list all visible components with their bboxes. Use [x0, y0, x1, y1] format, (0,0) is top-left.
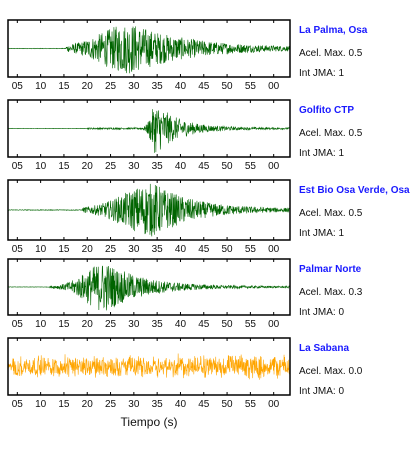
x-tick-label: 10 — [35, 161, 47, 172]
x-tick-label: 45 — [198, 399, 210, 410]
x-tick-label: 25 — [105, 161, 117, 172]
x-tick-label: 25 — [105, 81, 117, 92]
x-tick-label: 30 — [128, 81, 140, 92]
x-tick-label: 00 — [268, 319, 280, 330]
plot-frame — [7, 337, 291, 396]
x-tick-label: 40 — [175, 161, 187, 172]
x-tick-label: 20 — [82, 399, 94, 410]
x-tick-label: 45 — [198, 161, 210, 172]
x-tick-label: 10 — [35, 399, 47, 410]
x-tick-label: 55 — [245, 319, 257, 330]
waveform-trace — [7, 353, 291, 380]
x-tick-label: 55 — [245, 244, 257, 255]
station-panel: 05 10 15 20 25 30 35 40 45 50 55 00 La Palma, Osa Ace… — [7, 19, 368, 92]
x-tick-label: 30 — [128, 319, 140, 330]
x-tick-label: 35 — [152, 81, 164, 92]
max-acceleration: Acel. Max. 0.3 — [299, 287, 363, 298]
x-tick-label: 05 — [12, 399, 24, 410]
max-acceleration: Acel. Max. 0.5 — [299, 208, 363, 219]
max-acceleration: Acel. Max. 0.5 — [299, 48, 363, 59]
station-name: La Palma, Osa — [299, 25, 368, 36]
x-tick-label: 00 — [268, 244, 280, 255]
x-tick-label: 40 — [175, 399, 187, 410]
x-tick-label: 10 — [35, 81, 47, 92]
x-tick-label: 50 — [222, 81, 234, 92]
jma-intensity: Int JMA: 0 — [299, 307, 344, 318]
station-panel: 05 10 15 20 25 30 35 40 45 50 55 00 Est Bio Osa Verd… — [7, 179, 410, 255]
x-tick-label: 35 — [152, 399, 164, 410]
station-panel: 05 10 15 20 25 30 35 40 45 50 55 00 Palmar Norte Acel… — [7, 258, 363, 330]
waveform-trace — [7, 265, 291, 311]
x-tick-label: 05 — [12, 244, 24, 255]
max-acceleration: Acel. Max. 0.5 — [299, 128, 363, 139]
station-panel: 05 10 15 20 25 30 35 40 45 50 55 00 Golfito CTP Acel.… — [7, 99, 363, 172]
x-axis-label: Tiempo (s) — [121, 415, 178, 429]
x-tick-label: 50 — [222, 399, 234, 410]
station-panel: 05 10 15 20 25 30 35 40 45 50 55 00 La Sabana Acel. M… — [7, 337, 363, 410]
x-tick-label: 40 — [175, 244, 187, 255]
waveform-trace — [7, 183, 291, 237]
x-tick-label: 10 — [35, 319, 47, 330]
waveform-trace — [7, 26, 291, 74]
x-tick-label: 30 — [128, 161, 140, 172]
station-name: La Sabana — [299, 343, 349, 354]
x-tick-label: 00 — [268, 161, 280, 172]
plot-frame — [7, 99, 291, 158]
x-tick-label: 35 — [152, 319, 164, 330]
x-tick-label: 20 — [82, 81, 94, 92]
x-tick-label: 55 — [245, 161, 257, 172]
x-tick-label: 30 — [128, 399, 140, 410]
x-tick-label: 20 — [82, 244, 94, 255]
x-tick-label: 15 — [58, 244, 70, 255]
station-name: Est Bio Osa Verde, Osa — [299, 185, 410, 196]
x-tick-label: 55 — [245, 81, 257, 92]
x-tick-label: 40 — [175, 81, 187, 92]
x-tick-label: 25 — [105, 244, 117, 255]
x-tick-label: 25 — [105, 399, 117, 410]
x-tick-label: 50 — [222, 319, 234, 330]
x-tick-label: 15 — [58, 319, 70, 330]
x-tick-label: 45 — [198, 319, 210, 330]
jma-intensity: Int JMA: 1 — [299, 68, 344, 79]
x-tick-label: 05 — [12, 161, 24, 172]
jma-intensity: Int JMA: 1 — [299, 148, 344, 159]
x-tick-label: 50 — [222, 161, 234, 172]
x-tick-label: 55 — [245, 399, 257, 410]
x-tick-label: 45 — [198, 244, 210, 255]
plot-frame — [7, 179, 291, 241]
x-tick-label: 05 — [12, 319, 24, 330]
x-tick-label: 10 — [35, 244, 47, 255]
x-tick-label: 05 — [12, 81, 24, 92]
plot-frame — [7, 19, 291, 78]
x-tick-label: 15 — [58, 81, 70, 92]
x-tick-label: 00 — [268, 81, 280, 92]
max-acceleration: Acel. Max. 0.0 — [299, 366, 363, 377]
x-tick-label: 20 — [82, 161, 94, 172]
station-name: Palmar Norte — [299, 264, 362, 275]
x-tick-label: 00 — [268, 399, 280, 410]
x-tick-label: 35 — [152, 161, 164, 172]
x-tick-label: 25 — [105, 319, 117, 330]
x-tick-label: 15 — [58, 161, 70, 172]
x-tick-label: 35 — [152, 244, 164, 255]
plot-frame — [7, 258, 291, 316]
station-name: Golfito CTP — [299, 105, 354, 116]
x-tick-label: 40 — [175, 319, 187, 330]
x-tick-label: 20 — [82, 319, 94, 330]
waveform-trace — [7, 109, 291, 153]
x-tick-label: 45 — [198, 81, 210, 92]
jma-intensity: Int JMA: 0 — [299, 386, 344, 397]
x-tick-label: 15 — [58, 399, 70, 410]
x-tick-label: 50 — [222, 244, 234, 255]
x-tick-label: 30 — [128, 244, 140, 255]
jma-intensity: Int JMA: 1 — [299, 228, 344, 239]
